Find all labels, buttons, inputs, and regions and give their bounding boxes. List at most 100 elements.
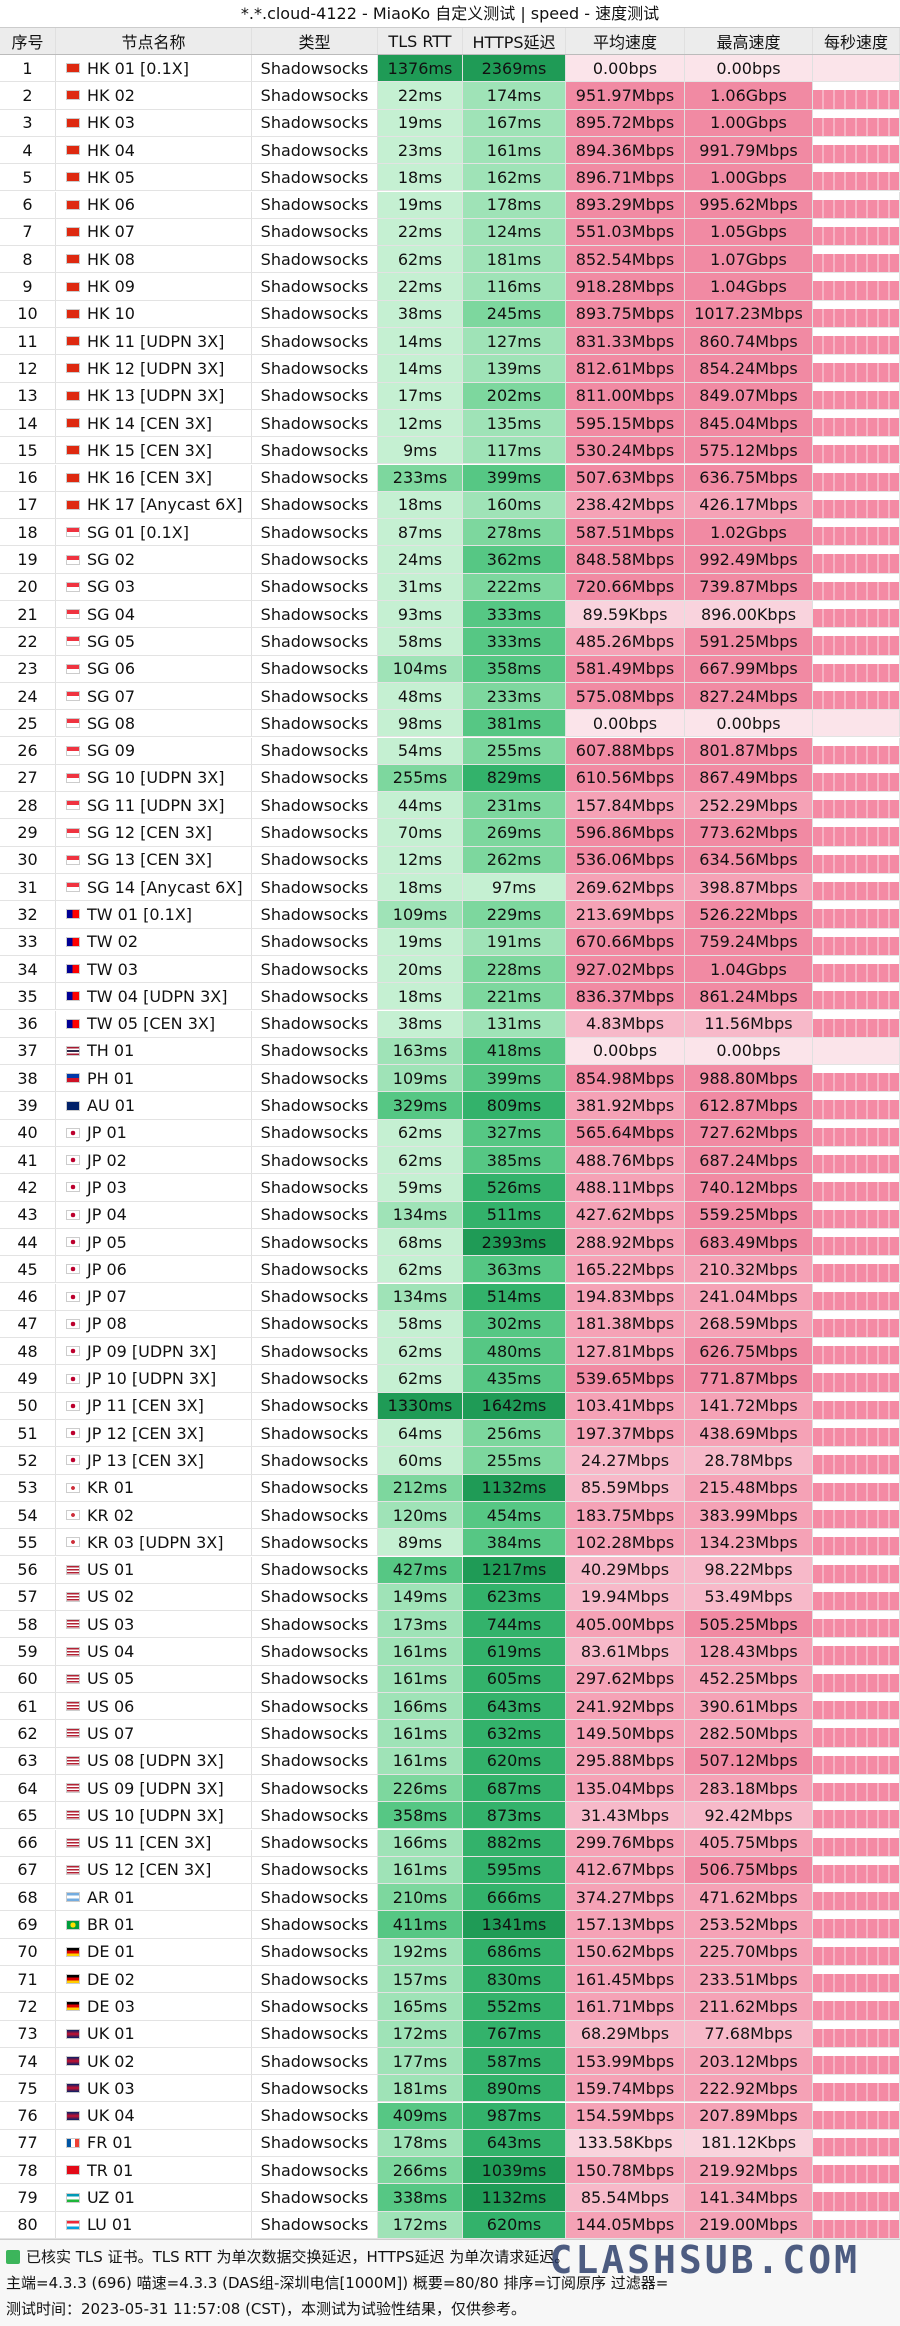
table-cell: 55: [0, 1529, 56, 1556]
table-cell: 85.54Mbps: [566, 2184, 685, 2211]
node-name: DE 01: [87, 1942, 135, 1962]
table-cell: 60ms: [378, 1447, 463, 1474]
table-cell: SG 12 [CEN 3X]: [56, 819, 252, 846]
table-cell: 374.27Mbps: [566, 1884, 685, 1911]
table-row: 75 UK 03 Shadowsocks 181ms 890ms 159.74Mbps 22…: [0, 2075, 900, 2103]
table-cell: 427ms: [378, 1556, 463, 1583]
table-cell: 1642ms: [463, 1392, 566, 1419]
table-cell: 951.97Mbps: [566, 82, 685, 109]
table-cell: US 04: [56, 1638, 252, 1665]
table-cell: Shadowsocks: [252, 1147, 378, 1174]
table-cell: 995.62Mbps: [685, 191, 813, 218]
table-cell: 19ms: [378, 928, 463, 955]
flag-icon: [66, 1510, 80, 1521]
table-cell: Shadowsocks: [252, 409, 378, 437]
table-cell: Shadowsocks: [252, 1638, 378, 1665]
table-cell: 253.52Mbps: [685, 1911, 813, 1938]
table-cell: 16: [0, 464, 56, 491]
speed-sparkline: [813, 1529, 900, 1556]
table-cell: 1.00Gbps: [685, 109, 813, 136]
node-name: AR 01: [87, 1887, 135, 1907]
table-cell: 23: [0, 655, 56, 682]
speed-sparkline: [813, 2102, 900, 2129]
title: *.*.cloud-4122 - MiaoKo 自定义测试 | speed - …: [0, 0, 900, 27]
flag-icon: [66, 1892, 80, 1903]
table-cell: 812.61Mbps: [566, 355, 685, 382]
table-cell: 405.75Mbps: [685, 1829, 813, 1856]
table-cell: 202ms: [463, 382, 566, 409]
table-cell: 18ms: [378, 983, 463, 1010]
table-cell: 0.00bps: [685, 710, 813, 737]
node-name: US 07: [87, 1723, 135, 1743]
speed-sparkline: [813, 300, 900, 327]
speed-sparkline: [813, 82, 900, 109]
table-row: 11 HK 11 [UDPN 3X] Shadowsocks 14ms 127ms 831…: [0, 328, 900, 356]
table-cell: 124ms: [463, 218, 566, 246]
flag-icon: [66, 1237, 80, 1248]
flag-icon: [66, 254, 80, 265]
table-row: 73 UK 01 Shadowsocks 172ms 767ms 68.29Mbps 77.…: [0, 2020, 900, 2048]
table-row: 80 LU 01 Shadowsocks 172ms 620ms 144.05Mbps 21…: [0, 2211, 900, 2239]
table-row: 10 HK 10 Shadowsocks 38ms 245ms 893.75Mbps 101…: [0, 300, 900, 328]
table-cell: UZ 01: [56, 2184, 252, 2211]
table-cell: 720.66Mbps: [566, 573, 685, 600]
table-row: 58 US 03 Shadowsocks 173ms 744ms 405.00Mbps 50…: [0, 1611, 900, 1639]
table-cell: Shadowsocks: [252, 1310, 378, 1338]
table-cell: 329ms: [378, 1092, 463, 1119]
table-cell: 22ms: [378, 218, 463, 246]
table-cell: UK 03: [56, 2075, 252, 2102]
table-cell: 233.51Mbps: [685, 1966, 813, 1993]
flag-icon: [66, 1373, 80, 1384]
flag-icon: [66, 827, 80, 838]
table-cell: JP 04: [56, 1201, 252, 1228]
flag-icon: [66, 718, 80, 729]
node-name: JP 07: [87, 1287, 127, 1307]
table-cell: 157.84Mbps: [566, 792, 685, 819]
table-cell: 773.62Mbps: [685, 819, 813, 846]
table-cell: 87ms: [378, 519, 463, 546]
speed-sparkline: [813, 1993, 900, 2020]
table-cell: 172ms: [378, 2211, 463, 2238]
table-cell: 890ms: [463, 2075, 566, 2102]
table-cell: 575.12Mbps: [685, 437, 813, 464]
table-cell: 1132ms: [463, 1474, 566, 1501]
flag-icon: [66, 418, 80, 429]
table-cell: 0.00bps: [685, 55, 813, 82]
speed-sparkline: [813, 819, 900, 846]
node-name: HK 06: [87, 195, 135, 215]
speed-sparkline: [813, 1856, 900, 1884]
table-row: 3 HK 03 Shadowsocks 19ms 167ms 895.72Mbps 1.00…: [0, 109, 900, 137]
table-cell: 157ms: [378, 1966, 463, 1993]
table-row: 24 SG 07 Shadowsocks 48ms 233ms 575.08Mbps 827…: [0, 682, 900, 711]
table-cell: 278ms: [463, 519, 566, 546]
table-cell: 255ms: [463, 1447, 566, 1474]
node-name: JP 06: [87, 1259, 127, 1279]
table-cell: 54: [0, 1501, 56, 1529]
table-cell: 363ms: [463, 1256, 566, 1283]
node-name: US 09 [UDPN 3X]: [87, 1778, 224, 1798]
table-cell: 327ms: [463, 1119, 566, 1146]
table-cell: HK 01 [0.1X]: [56, 55, 252, 82]
speed-sparkline: [813, 1092, 900, 1119]
speed-sparkline: [813, 2157, 900, 2184]
table-cell: 262ms: [463, 846, 566, 873]
node-name: HK 09: [87, 277, 135, 297]
table-cell: 895.72Mbps: [566, 109, 685, 136]
table-cell: 141.34Mbps: [685, 2184, 813, 2211]
table-cell: HK 11 [UDPN 3X]: [56, 328, 252, 355]
table-cell: 867.49Mbps: [685, 764, 813, 792]
table-cell: Shadowsocks: [252, 874, 378, 901]
table-row: 34 TW 03 Shadowsocks 20ms 228ms 927.02Mbps 1.0…: [0, 955, 900, 984]
table-cell: 207.89Mbps: [685, 2102, 813, 2129]
table-cell: 233ms: [463, 682, 566, 710]
table-cell: 0.00bps: [566, 710, 685, 737]
flag-icon: [66, 554, 80, 565]
table-cell: SG 02: [56, 546, 252, 573]
node-name: HK 05: [87, 167, 135, 187]
table-cell: 165ms: [378, 1993, 463, 2020]
table-cell: BR 01: [56, 1911, 252, 1938]
table-cell: Shadowsocks: [252, 2211, 378, 2238]
speed-sparkline: [813, 491, 900, 519]
table-cell: 829ms: [463, 764, 566, 792]
table-cell: JP 06: [56, 1256, 252, 1283]
